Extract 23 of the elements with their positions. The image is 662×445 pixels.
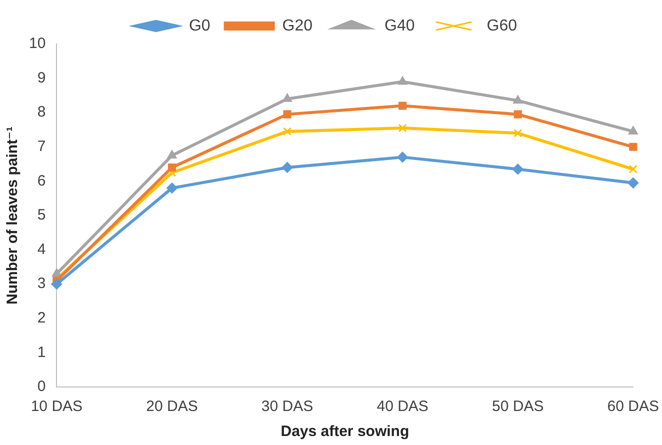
- x-axis-title: Days after sowing: [280, 423, 410, 440]
- y-tick-label: 8: [37, 104, 46, 121]
- legend-label: G60: [486, 17, 518, 34]
- y-tick-label: 7: [37, 138, 46, 156]
- y-tick-label: 0: [37, 378, 46, 396]
- y-tick-label: 6: [37, 172, 46, 190]
- legend-label: G0: [188, 17, 210, 34]
- y-tick-label: 5: [37, 206, 46, 224]
- legend-label: G20: [282, 17, 313, 34]
- y-tick-label: 9: [37, 69, 46, 86]
- x-tick-label: 50 DAS: [492, 398, 544, 416]
- x-tick-label: 30 DAS: [261, 398, 314, 416]
- y-axis-title: Number of leaves paint⁻¹: [4, 126, 22, 304]
- y-tick-label: 2: [37, 310, 46, 327]
- x-tick-label: 10 DAS: [30, 398, 83, 416]
- legend-label: G40: [384, 17, 415, 34]
- y-tick-label: 4: [37, 240, 46, 258]
- y-tick-label: 1: [37, 344, 46, 361]
- x-tick-label: 40 DAS: [376, 398, 428, 416]
- x-tick-label: 20 DAS: [146, 398, 198, 416]
- x-tick-label: 60 DAS: [607, 398, 660, 416]
- y-tick-label: 3: [37, 275, 46, 292]
- y-tick-label: 10: [28, 35, 46, 52]
